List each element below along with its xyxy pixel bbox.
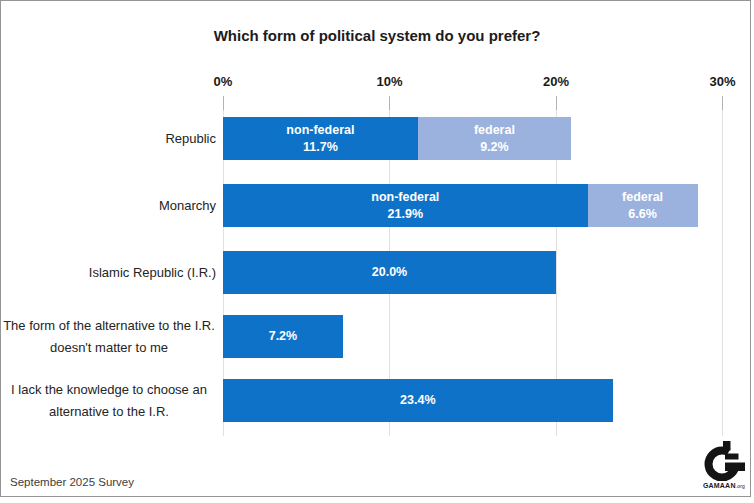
- bar-segment: 20.0%: [223, 251, 556, 294]
- bar-value-label: 7.2%: [269, 328, 298, 345]
- bar-segment-label: federal: [474, 122, 515, 139]
- category-label: Republic: [0, 128, 216, 150]
- axis-tick-label: 20%: [526, 74, 586, 89]
- gamaan-caption-name: GAMAAN: [703, 482, 736, 489]
- axis-tick-label: 30%: [693, 74, 753, 89]
- bar-value-label: 11.7%: [303, 139, 338, 156]
- grid-line: [722, 100, 723, 436]
- gamaan-logo: GAMAAN.org: [699, 441, 749, 489]
- bar-segment-label: non-federal: [371, 189, 439, 206]
- category-label-text: I lack the knowledge to choose an altern…: [2, 379, 216, 423]
- axis-tick: [223, 96, 224, 110]
- axis-tick: [722, 96, 723, 110]
- bar-segment: federal6.6%: [588, 184, 698, 227]
- bar-segment-label: non-federal: [286, 122, 354, 139]
- bar-segment: non-federal11.7%: [223, 117, 418, 160]
- category-label: The form of the alternative to the I.R. …: [0, 315, 216, 359]
- category-label: Monarchy: [0, 195, 216, 217]
- bar-value-label: 21.9%: [388, 206, 423, 223]
- bar-value-label: 6.6%: [628, 206, 657, 223]
- axis-tick-label: 10%: [360, 74, 420, 89]
- category-label-text: Islamic Republic (I.R.): [89, 262, 216, 284]
- bar-segment: 7.2%: [223, 315, 343, 358]
- bar-value-label: 9.2%: [480, 139, 509, 156]
- bar-segment: federal9.2%: [418, 117, 571, 160]
- axis-tick-label: 0%: [193, 74, 253, 89]
- axis-tick: [556, 96, 557, 110]
- category-label-text: Monarchy: [159, 195, 216, 217]
- survey-note: September 2025 Survey: [10, 476, 134, 488]
- bar-segment: non-federal21.9%: [223, 184, 588, 227]
- bar-segment: 23.4%: [223, 379, 613, 422]
- gamaan-caption-suffix: .org: [736, 483, 745, 489]
- category-label: Islamic Republic (I.R.): [0, 262, 216, 284]
- bar-value-label: 23.4%: [400, 392, 435, 409]
- chart-card: Which form of political system do you pr…: [0, 0, 754, 503]
- bar-value-label: 20.0%: [372, 264, 407, 281]
- plot-area: 0%10%20%30%Republicnon-federal11.7%feder…: [0, 0, 754, 503]
- category-label-text: Republic: [165, 128, 216, 150]
- category-label-text: The form of the alternative to the I.R. …: [2, 315, 216, 359]
- gamaan-g-icon: [702, 441, 746, 481]
- gamaan-caption: GAMAAN.org: [703, 482, 745, 489]
- bar-segment-label: federal: [622, 189, 663, 206]
- category-label: I lack the knowledge to choose an altern…: [0, 379, 216, 423]
- axis-tick: [389, 96, 390, 110]
